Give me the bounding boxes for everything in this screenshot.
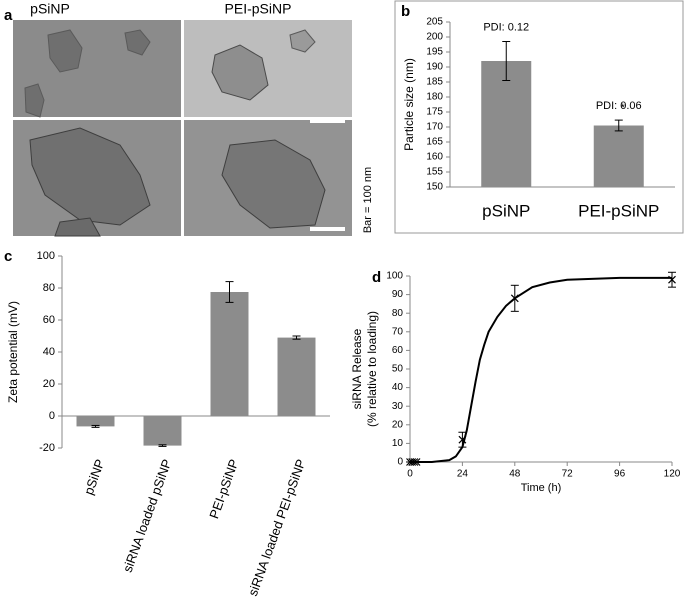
x-tick-label: pSiNP	[482, 201, 530, 220]
annotation: PDI: 0.12	[483, 21, 529, 33]
x-tick-label: PEI-pSiNP	[206, 457, 241, 521]
y-tick-label: 200	[426, 32, 443, 43]
y-tick-label: 10	[392, 438, 404, 449]
x-tick-label: 120	[664, 469, 681, 480]
y-tick-label: 195	[426, 47, 443, 58]
particle	[221, 139, 326, 229]
micrographs	[13, 20, 352, 237]
y-axis-label: siRNA Release	[350, 328, 364, 409]
y-tick-label: 50	[392, 364, 404, 375]
panel-label: b	[401, 3, 410, 20]
x-tick-label: pSiNP	[81, 457, 108, 497]
bar	[143, 416, 182, 446]
y-tick-label: 170	[426, 122, 443, 133]
annotation: PDI: 0.06	[596, 100, 642, 112]
y-axis-label: Particle size (nm)	[402, 58, 416, 151]
particle	[289, 29, 316, 53]
y-tick-label: 20	[392, 419, 404, 430]
panel-label: d	[372, 269, 381, 286]
particle	[47, 29, 83, 73]
panel-label: a	[4, 7, 13, 24]
y-tick-label: -20	[39, 442, 55, 454]
y-axis-label: (% relative to loading)	[365, 311, 379, 427]
bar	[593, 125, 644, 187]
x-tick-label: siRNA loaded pSiNP	[120, 457, 175, 574]
column-label: pSiNP	[30, 1, 70, 17]
y-tick-label: 190	[426, 62, 443, 73]
particle	[29, 127, 151, 226]
y-tick-label: 165	[426, 137, 443, 148]
particle	[24, 83, 45, 118]
y-tick-label: 100	[386, 271, 403, 282]
y-tick-label: 20	[43, 378, 55, 390]
y-tick-label: 155	[426, 167, 443, 178]
fit-line	[410, 276, 672, 463]
x-tick-label: 24	[457, 469, 469, 480]
y-tick-label: 60	[43, 314, 55, 326]
bar	[481, 61, 532, 187]
particle	[211, 44, 269, 101]
y-tick-label: 90	[392, 289, 404, 300]
column-label: PEI-pSiNP	[225, 1, 292, 17]
particle	[54, 217, 101, 237]
bar	[210, 292, 249, 416]
x-tick-label: 72	[562, 469, 574, 480]
x-tick-label: 0	[407, 469, 413, 480]
panel-frame	[394, 0, 684, 234]
y-tick-label: 60	[392, 345, 404, 356]
x-tick-label: 96	[614, 469, 626, 480]
y-tick-label: 150	[426, 182, 443, 193]
bar	[76, 416, 115, 427]
y-tick-label: 40	[392, 382, 404, 393]
y-tick-label: 100	[37, 250, 55, 262]
panel-label: c	[4, 248, 12, 265]
y-tick-label: 80	[43, 282, 55, 294]
y-axis-label: Zeta potential (mV)	[6, 301, 20, 403]
y-tick-label: 0	[49, 410, 55, 422]
y-tick-label: 40	[43, 346, 55, 358]
y-tick-label: 0	[397, 457, 403, 468]
x-axis-label: Time (h)	[521, 482, 562, 494]
annotation: *	[621, 102, 626, 114]
y-tick-label: 180	[426, 92, 443, 103]
y-tick-label: 70	[392, 326, 404, 337]
y-tick-label: 175	[426, 107, 443, 118]
x-tick-label: 48	[509, 469, 521, 480]
y-tick-label: 160	[426, 152, 443, 163]
x-tick-label: siRNA loaded PEI-pSiNP	[245, 457, 309, 598]
y-tick-label: 205	[426, 17, 443, 28]
scale-note: Bar = 100 nm	[362, 167, 374, 233]
particle	[124, 29, 151, 56]
y-tick-label: 80	[392, 308, 404, 319]
x-tick-label: PEI-pSiNP	[578, 201, 659, 220]
image	[184, 20, 352, 117]
y-tick-label: 30	[392, 401, 404, 412]
bar	[277, 337, 316, 416]
y-tick-label: 185	[426, 77, 443, 88]
